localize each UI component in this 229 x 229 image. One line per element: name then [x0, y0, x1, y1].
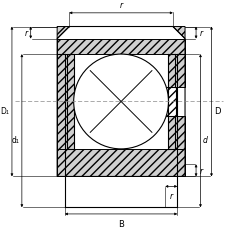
Text: D: D [213, 106, 220, 115]
Text: r: r [169, 191, 172, 200]
Circle shape [73, 55, 168, 149]
Polygon shape [161, 88, 168, 116]
Polygon shape [168, 116, 174, 149]
Text: D₁: D₁ [0, 106, 9, 115]
Polygon shape [57, 27, 184, 177]
Text: d₁: d₁ [12, 135, 19, 144]
Polygon shape [168, 116, 184, 149]
Text: r: r [199, 29, 202, 38]
Polygon shape [57, 39, 184, 55]
Polygon shape [168, 55, 184, 88]
Polygon shape [67, 55, 73, 149]
Bar [67, 55, 73, 149]
Text: d: d [202, 135, 207, 144]
Polygon shape [57, 27, 69, 39]
Text: B: B [118, 219, 123, 228]
Bar [161, 88, 175, 116]
Polygon shape [57, 149, 184, 177]
Text: r: r [24, 29, 27, 38]
Polygon shape [172, 27, 184, 39]
Polygon shape [168, 55, 174, 88]
Text: r: r [119, 1, 122, 10]
Polygon shape [57, 55, 73, 149]
Text: r: r [199, 166, 202, 175]
